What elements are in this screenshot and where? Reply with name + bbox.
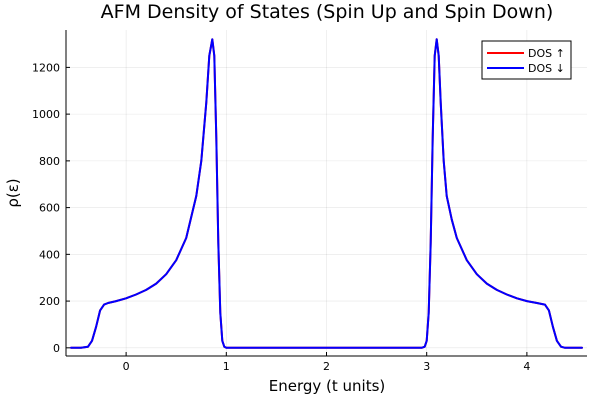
legend-label-up: DOS ↑ [528, 47, 565, 60]
chart-title: AFM Density of States (Spin Up and Spin … [101, 1, 554, 23]
x-tick-label: 1 [223, 360, 230, 373]
y-tick-label: 600 [39, 202, 60, 215]
y-ticks: 0 200 400 600 800 1000 1200 [32, 61, 70, 355]
legend: DOS ↑ DOS ↓ [481, 40, 572, 80]
legend-box [481, 40, 572, 80]
x-tick-label: 3 [423, 360, 430, 373]
legend-label-down: DOS ↓ [528, 62, 565, 75]
y-tick-label: 0 [53, 342, 60, 355]
y-tick-label: 1200 [32, 61, 60, 74]
y-tick-label: 1000 [32, 108, 60, 121]
y-axis-label: ρ(ε) [4, 178, 22, 207]
y-tick-label: 200 [39, 295, 60, 308]
series-line-down [70, 38, 583, 349]
x-ticks: 0 1 2 3 4 [123, 352, 530, 373]
y-tick-label: 800 [39, 155, 60, 168]
x-tick-label: 2 [323, 360, 330, 373]
x-tick-label: 4 [523, 360, 530, 373]
x-tick-label: 0 [123, 360, 130, 373]
y-tick-label: 400 [39, 248, 60, 261]
series-group [70, 38, 583, 349]
x-axis-label: Energy (t units) [269, 377, 386, 395]
